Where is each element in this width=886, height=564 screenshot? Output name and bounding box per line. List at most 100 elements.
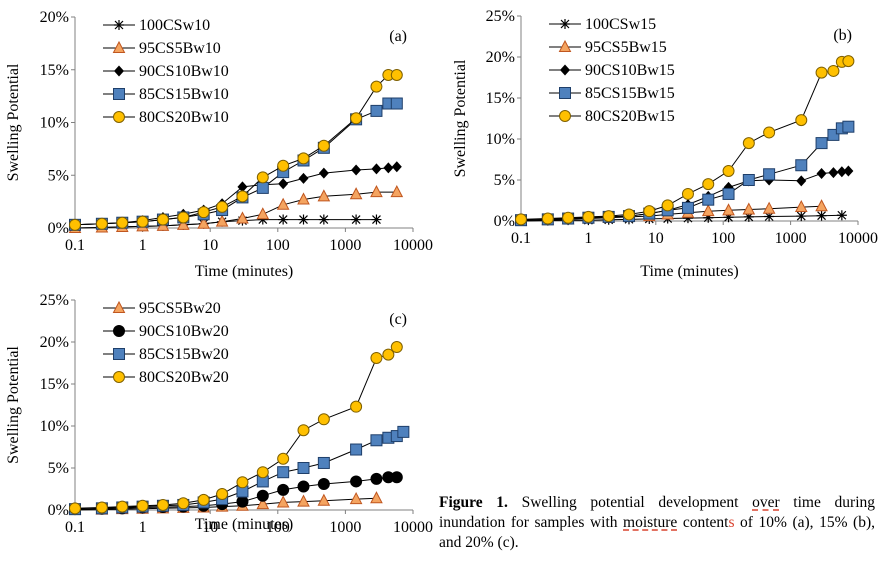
panel-label: (a)	[389, 28, 407, 45]
data-point	[794, 199, 808, 213]
data-point	[236, 495, 249, 508]
chart-panel-2: 0% 5% 10% 15% 20% 25% 0.1 1 10 100 1000 10000 Time (…	[452, 8, 878, 280]
data-point	[277, 466, 290, 479]
data-point	[317, 413, 330, 426]
legend-marker	[559, 87, 571, 99]
y-axis-label: Swelling Potential	[5, 346, 22, 464]
data-point	[297, 152, 310, 165]
data-point	[298, 214, 309, 225]
data-point	[349, 187, 363, 200]
data-point	[297, 424, 310, 437]
data-point	[562, 211, 575, 224]
legend-label: 80CS20Bw10	[139, 109, 229, 126]
data-point	[177, 497, 190, 510]
data-point	[277, 452, 290, 465]
legend-label: 100CSw15	[585, 16, 656, 33]
series-line	[74, 166, 397, 226]
series-80CS20Bw15	[515, 55, 855, 226]
data-point	[277, 159, 290, 172]
data-point	[176, 217, 190, 230]
legend-label: 90CS10Bw15	[585, 62, 675, 79]
data-point	[256, 207, 270, 220]
data-point	[661, 199, 674, 212]
data-point	[703, 212, 714, 223]
data-point	[370, 491, 383, 504]
caption-text-s: s	[728, 514, 735, 531]
data-point	[843, 165, 854, 177]
data-point	[815, 66, 828, 79]
y-tick-label: 0%	[494, 213, 515, 230]
data-point	[350, 443, 363, 456]
data-point	[743, 211, 754, 222]
y-tick-label: 15%	[486, 90, 515, 107]
y-tick-label: 20%	[40, 9, 69, 26]
x-tick-label: 1000	[775, 230, 807, 247]
x-tick-label: 1	[139, 519, 147, 536]
y-tick-label: 20%	[486, 49, 515, 66]
legend-label: 90CS10Bw10	[139, 63, 229, 80]
data-point	[827, 128, 840, 141]
data-point	[136, 499, 149, 512]
data-point	[136, 215, 149, 228]
y-tick-label: 5%	[48, 167, 69, 184]
legend-marker	[559, 110, 571, 122]
data-point	[317, 493, 331, 506]
legend-marker	[113, 111, 125, 123]
data-point	[276, 495, 290, 508]
data-point	[815, 137, 828, 150]
panel-label: (c)	[389, 311, 407, 328]
data-point	[116, 500, 129, 513]
data-point	[763, 126, 776, 139]
data-point	[816, 210, 827, 221]
data-point	[298, 172, 309, 184]
x-axis-label: Time (minutes)	[640, 263, 739, 280]
data-point	[701, 204, 715, 217]
x-axis-label: Time (minutes)	[195, 263, 294, 280]
legend-marker	[558, 39, 572, 52]
legend-marker	[113, 88, 125, 100]
series-line	[74, 103, 397, 226]
data-point	[116, 216, 129, 229]
data-point	[702, 178, 715, 191]
data-point	[216, 200, 229, 213]
x-tick-label: 100	[266, 237, 290, 254]
data-point	[236, 190, 249, 203]
data-point	[681, 187, 694, 200]
x-tick-label: 0.1	[511, 230, 531, 247]
legend: 100CSw10 95CS5Bw10 90CS10Bw10 85CS15Bw10 80C…	[103, 17, 229, 126]
x-tick-label: 10000	[393, 519, 433, 536]
data-point	[742, 202, 756, 215]
data-point	[742, 137, 755, 150]
data-point	[278, 178, 289, 190]
data-point	[763, 168, 776, 181]
data-point	[95, 217, 108, 230]
data-point	[383, 162, 394, 174]
series-line	[74, 346, 398, 509]
data-point	[215, 214, 229, 227]
x-tick-label: 100	[711, 230, 735, 247]
data-point	[390, 471, 403, 484]
data-point	[197, 493, 210, 506]
data-point	[816, 167, 827, 179]
data-point	[349, 492, 363, 505]
data-point	[370, 472, 383, 485]
data-point	[795, 114, 808, 127]
legend-marker	[114, 65, 124, 77]
data-point	[317, 189, 331, 202]
data-point	[722, 187, 735, 200]
data-point	[318, 214, 329, 225]
legend-marker	[114, 20, 124, 30]
data-point	[317, 139, 330, 152]
data-point	[541, 212, 554, 225]
data-point	[682, 213, 693, 224]
data-point	[297, 192, 310, 205]
data-point	[156, 213, 169, 226]
legend-label: 80CS20Bw15	[585, 108, 675, 125]
caption-text-1: Swelling potential development	[507, 494, 753, 511]
data-point	[69, 502, 81, 515]
data-point	[382, 348, 395, 361]
data-point	[370, 351, 383, 364]
legend-marker	[112, 300, 126, 313]
chart-panel-1: 0% 5% 10% 15% 20% 0.1 1 10 100 1000 10000 Time (min…	[5, 9, 433, 280]
